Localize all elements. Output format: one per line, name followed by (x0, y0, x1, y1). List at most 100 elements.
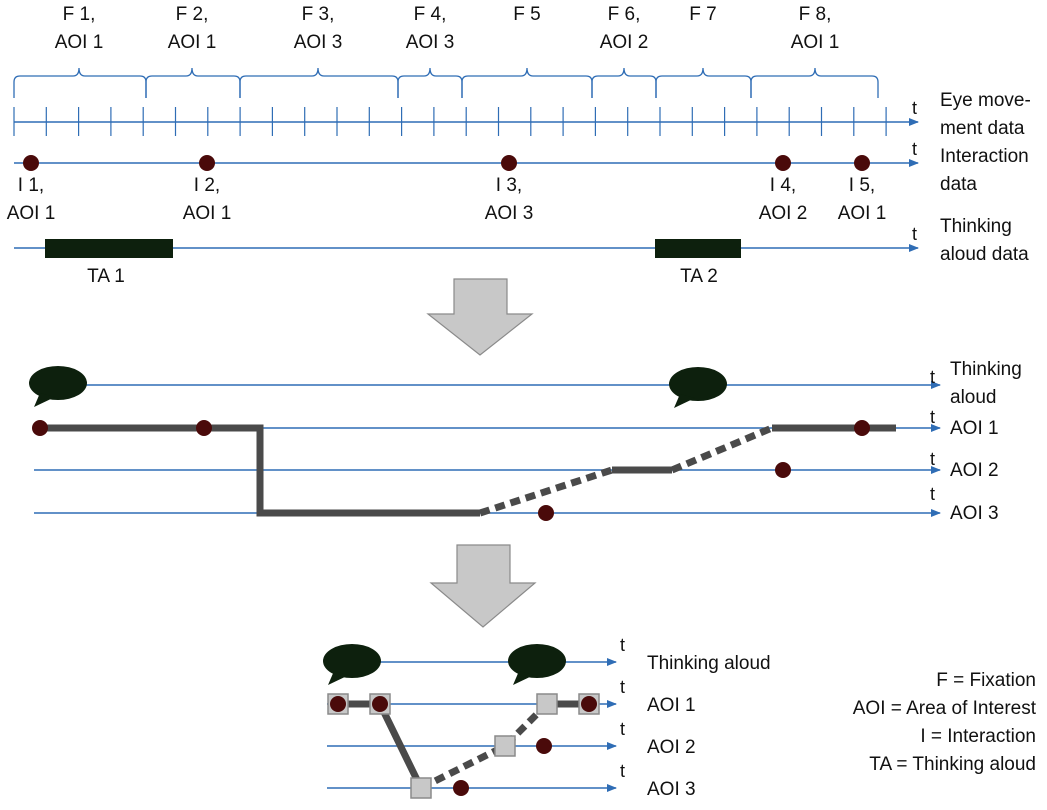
fixation-brace (239, 67, 399, 98)
interaction-aoi-label: AOI 3 (485, 203, 534, 224)
interaction-label: I 4, (770, 175, 796, 196)
eye-movement-label-line2: ment data (940, 118, 1025, 139)
interaction-aoi-label: AOI 1 (183, 203, 232, 224)
interaction-dot (854, 420, 870, 436)
legend: F = Fixation AOI = Area of Interest I = … (853, 670, 1037, 775)
fixation-brace (13, 67, 147, 98)
thinking-segment-bar (45, 239, 173, 258)
time-axis-symbol: t (912, 139, 917, 159)
legend-item: AOI = Area of Interest (853, 698, 1037, 719)
gaze-path-dashed (670, 424, 774, 474)
time-axis-symbol: t (620, 635, 625, 655)
interaction-label: I 5, (849, 175, 875, 196)
thinking-segment-bar (655, 239, 741, 258)
speech-bubble-icon (508, 644, 566, 685)
interaction-aoi-label: AOI 1 (838, 203, 887, 224)
fixation-braces (13, 67, 879, 98)
thinking-segment-label: TA 1 (87, 266, 125, 287)
raw-data-panel: F 1, AOI 1 F 2, AOI 1 F 3, AOI 3 F 4, AO… (7, 4, 1031, 287)
down-arrow-icon (429, 544, 537, 628)
legend-item: I = Interaction (920, 726, 1036, 747)
interaction-dot (854, 155, 870, 171)
interaction-label: I 2, (194, 175, 220, 196)
time-axis-symbol: t (620, 761, 625, 781)
eye-movement-label-line1: Eye move- (940, 90, 1031, 111)
time-axis-symbol: t (930, 367, 935, 387)
gaze-path-dashed (478, 466, 614, 517)
interaction-dot (330, 696, 346, 712)
time-axis-symbol: t (912, 98, 917, 118)
interaction-dot (372, 696, 388, 712)
fixation-aoi-label: AOI 3 (406, 32, 455, 53)
fixation-brace (145, 67, 241, 98)
fixation-marker (410, 777, 432, 799)
interaction-dot (536, 738, 552, 754)
time-axis-symbol: t (930, 449, 935, 469)
fixation-marker (536, 693, 558, 715)
eye-sample-ticks (13, 107, 887, 136)
interaction-dot (538, 505, 554, 521)
fixation-brace (591, 67, 657, 98)
aoi-label: AOI 2 (950, 460, 999, 481)
fixation-label: F 2, (176, 4, 209, 25)
interaction-label: I 3, (496, 175, 522, 196)
down-arrow-icon (426, 278, 534, 356)
time-axis-symbol: t (620, 719, 625, 739)
legend-item: F = Fixation (936, 670, 1036, 691)
interaction-dot (32, 420, 48, 436)
fixation-brace (461, 67, 593, 98)
time-axis-symbol: t (620, 677, 625, 697)
fixation-aoi-label: AOI 1 (55, 32, 104, 53)
fixation-labels: F 1, AOI 1 F 2, AOI 1 F 3, AOI 3 F 4, AO… (55, 4, 840, 53)
interaction-aoi-label: AOI 2 (759, 203, 808, 224)
interaction-dot (196, 420, 212, 436)
fixation-aoi-label: AOI 1 (791, 32, 840, 53)
fixation-aoi-label: AOI 2 (600, 32, 649, 53)
thinking-aloud-label-line2: aloud data (940, 244, 1029, 265)
interaction-label-line1: Interaction (940, 146, 1029, 167)
thinking-aloud-label: Thinking aloud (647, 653, 771, 674)
aoi-label: AOI 3 (950, 503, 999, 524)
interaction-label: I 1, (18, 175, 44, 196)
fixation-label: F 6, (608, 4, 641, 25)
interaction-aoi-label: AOI 1 (7, 203, 56, 224)
fixation-brace (750, 67, 879, 98)
interaction-dot (23, 155, 39, 171)
aoi-label: AOI 1 (950, 418, 999, 439)
speech-bubble-icon (29, 366, 87, 407)
fixation-label: F 5 (513, 4, 540, 25)
fixation-label: F 8, (799, 4, 832, 25)
interaction-events: I 1, AOI 1 I 2, AOI 1 I 3, AOI 3 I 4, AO… (7, 155, 887, 224)
aoi-transition-panel: t Thinking aloud t t t AOI 1 AOI 2 AOI 3 (29, 359, 1022, 524)
time-axis-symbol: t (930, 484, 935, 504)
time-axis-symbol: t (930, 407, 935, 427)
time-axis-symbol: t (912, 224, 917, 244)
fixation-aoi-label: AOI 1 (168, 32, 217, 53)
thinking-aloud-label-line2: aloud (950, 387, 997, 408)
interaction-label-line2: data (940, 174, 977, 195)
aoi-label: AOI 3 (647, 779, 696, 800)
fixation-marker (494, 735, 516, 757)
interaction-dot (581, 696, 597, 712)
fixation-brace (397, 67, 463, 98)
fixation-label: F 3, (302, 4, 335, 25)
thinking-aloud-label-line1: Thinking (940, 216, 1012, 237)
thinking-aloud-label-line1: Thinking (950, 359, 1022, 380)
gaze-path-dashed (419, 701, 550, 792)
speech-bubble-icon (669, 367, 727, 408)
interaction-dot (453, 780, 469, 796)
aoi-label: AOI 1 (647, 695, 696, 716)
aoi-label: AOI 2 (647, 737, 696, 758)
fixation-label: F 7 (689, 4, 716, 25)
interaction-dot (775, 155, 791, 171)
speech-bubble-icon (323, 644, 381, 685)
fixation-aoi-label: AOI 3 (294, 32, 343, 53)
condensed-panel: t Thinking aloud t t t AOI 1 AOI 2 AOI 3 (323, 635, 771, 800)
interaction-dot (775, 462, 791, 478)
gaze-path-solid (40, 424, 480, 517)
fixation-label: F 4, (414, 4, 447, 25)
fixation-brace (655, 67, 752, 98)
legend-item: TA = Thinking aloud (869, 754, 1036, 775)
